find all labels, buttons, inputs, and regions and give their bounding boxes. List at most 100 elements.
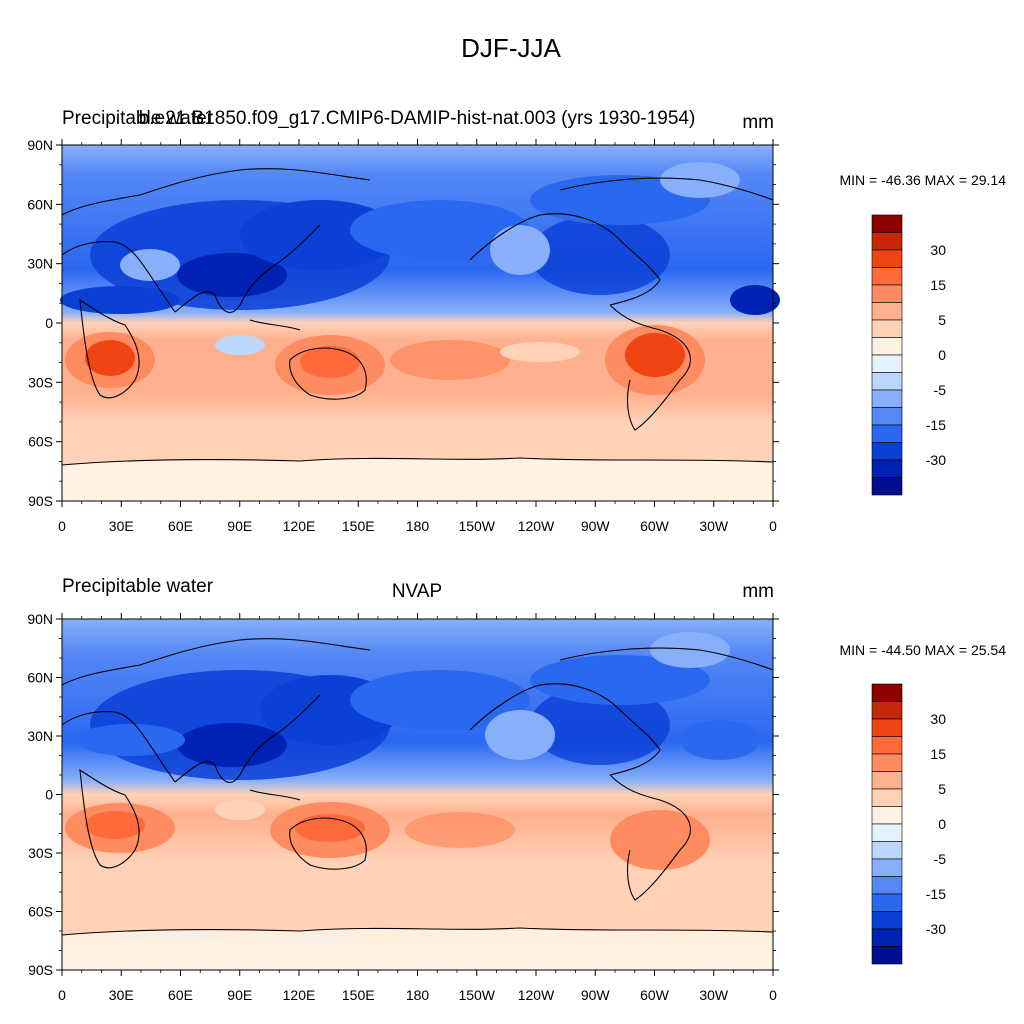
lon-tick-label: 30W — [699, 987, 729, 1003]
lat-tick-label: 0 — [45, 787, 53, 803]
lat-tick-label: 30S — [28, 845, 53, 861]
colorbar-swatch — [871, 893, 903, 912]
lat-tick-label: 0 — [45, 315, 53, 331]
panel-bottom-left-label: Precipitable water — [62, 576, 214, 597]
colorbar-swatch — [871, 267, 903, 286]
colorbar-label: -5 — [934, 382, 947, 398]
colorbar-swatch — [871, 302, 903, 321]
colorbar-swatch — [871, 946, 903, 965]
colorbar-swatch — [871, 459, 903, 478]
lat-tick-label: 90N — [27, 137, 53, 153]
panel-top-units: mm — [742, 112, 774, 133]
colorbar-label: -30 — [926, 452, 946, 468]
lat-tick-label: 60N — [27, 670, 53, 686]
panel-top-stats: MIN = -46.36 MAX = 29.14 — [839, 172, 1006, 188]
colorbar-label: 30 — [930, 711, 946, 727]
colorbar-label: -30 — [926, 921, 946, 937]
colorbar-swatch — [871, 841, 903, 860]
lon-tick-label: 60E — [168, 518, 193, 534]
lat-tick-label: 30N — [27, 256, 53, 272]
lon-tick-label: 150W — [458, 518, 495, 534]
colorbar-swatch — [871, 284, 903, 303]
lon-tick-label: 30E — [109, 518, 134, 534]
panel-top-center-label: b.e21.B1850.f09_g17.CMIP6-DAMIP-hist-nat… — [139, 108, 696, 129]
colorbar-top: 30 15 5 0 -5 -15 -30 — [871, 214, 947, 496]
lon-tick-label: 120E — [283, 987, 316, 1003]
lat-tick-label: 60N — [27, 196, 53, 212]
colorbar-swatch — [871, 718, 903, 737]
colorbar-swatch — [871, 232, 903, 251]
colorbar-swatch — [871, 319, 903, 338]
colorbar-swatch — [871, 424, 903, 443]
coastlines-top — [61, 168, 774, 466]
panel-bottom-stats: MIN = -44.50 MAX = 25.54 — [839, 642, 1006, 658]
lon-tick-label: 150W — [458, 987, 495, 1003]
colorbar-swatch — [871, 372, 903, 391]
lon-tick-label: 0 — [58, 987, 66, 1003]
colorbar-swatch — [871, 337, 903, 356]
colorbar-swatch — [871, 389, 903, 408]
axes-top: 90N 60N 30N 0 30S 60S 90S 0 30E 60E 90E 120E 150E 180… — [27, 137, 779, 534]
colorbar-swatch — [871, 753, 903, 772]
map-field-bottom — [62, 619, 773, 970]
lon-tick-label: 120E — [283, 518, 316, 534]
colorbar-swatch — [871, 354, 903, 373]
colorbar-swatch — [871, 477, 903, 496]
colorbar-label: 5 — [938, 781, 946, 797]
panel-bottom-center-label: NVAP — [392, 581, 442, 602]
axes-bottom: 90N 60N 30N 0 30S 60S 90S 0 30E 60E 90E 120E 150E 180… — [27, 611, 779, 1003]
colorbar-label: 0 — [938, 347, 946, 363]
lon-tick-label: 60E — [168, 987, 193, 1003]
colorbar-label: 5 — [938, 312, 946, 328]
lon-tick-label: 90E — [227, 518, 252, 534]
colorbar-label: 30 — [930, 242, 946, 258]
colorbar-label: 0 — [938, 816, 946, 832]
panel-bottom: 90N 60N 30N 0 30S 60S 90S 0 30E 60E 90E 120E 150E 180… — [27, 576, 1006, 1003]
colorbar-swatch — [871, 407, 903, 426]
panel-bottom-units: mm — [742, 581, 774, 602]
colorbar-swatch — [871, 442, 903, 461]
colorbar-swatch — [871, 771, 903, 790]
colorbar-swatch — [871, 876, 903, 895]
colorbar-swatch — [871, 823, 903, 842]
lon-tick-label: 60W — [640, 518, 670, 534]
coastlines-bottom — [61, 638, 774, 936]
lat-tick-label: 60S — [28, 904, 53, 920]
lat-tick-label: 90S — [28, 493, 53, 509]
colorbar-label: 15 — [930, 746, 946, 762]
lon-tick-label: 30E — [109, 987, 134, 1003]
lon-tick-label: 90W — [581, 987, 611, 1003]
lat-tick-label: 30N — [27, 728, 53, 744]
lon-tick-label: 150E — [342, 518, 375, 534]
colorbar-swatch — [871, 249, 903, 268]
colorbar-swatch — [871, 928, 903, 947]
panel-top: 90N 60N 30N 0 30S 60S 90S 0 30E 60E 90E 120E 150E 180… — [27, 108, 1006, 534]
lon-tick-label: 0 — [58, 518, 66, 534]
panel-top-left-label: Precipitable water — [62, 108, 214, 129]
colorbar-label: -5 — [934, 851, 947, 867]
lat-tick-label: 30S — [28, 374, 53, 390]
lat-tick-label: 90S — [28, 962, 53, 978]
lon-tick-label: 180 — [406, 987, 430, 1003]
colorbar-swatch — [871, 806, 903, 825]
lat-tick-label: 60S — [28, 434, 53, 450]
figure-title: DJF-JJA — [461, 33, 561, 63]
lon-tick-label: 0 — [769, 987, 777, 1003]
colorbar-swatch — [871, 214, 903, 233]
colorbar-bottom: 30 15 5 0 -5 -15 -30 — [871, 683, 947, 965]
colorbar-swatch — [871, 911, 903, 930]
lon-tick-label: 150E — [342, 987, 375, 1003]
colorbar-label: -15 — [926, 886, 946, 902]
lon-tick-label: 90E — [227, 987, 252, 1003]
map-field-top — [60, 145, 780, 501]
lat-tick-label: 90N — [27, 611, 53, 627]
lon-tick-label: 0 — [769, 518, 777, 534]
lon-tick-label: 90W — [581, 518, 611, 534]
colorbar-swatch — [871, 736, 903, 755]
lon-tick-label: 120W — [518, 987, 555, 1003]
colorbar-swatch — [871, 788, 903, 807]
lon-tick-label: 180 — [406, 518, 430, 534]
colorbar-label: -15 — [926, 417, 946, 433]
lon-tick-label: 120W — [518, 518, 555, 534]
